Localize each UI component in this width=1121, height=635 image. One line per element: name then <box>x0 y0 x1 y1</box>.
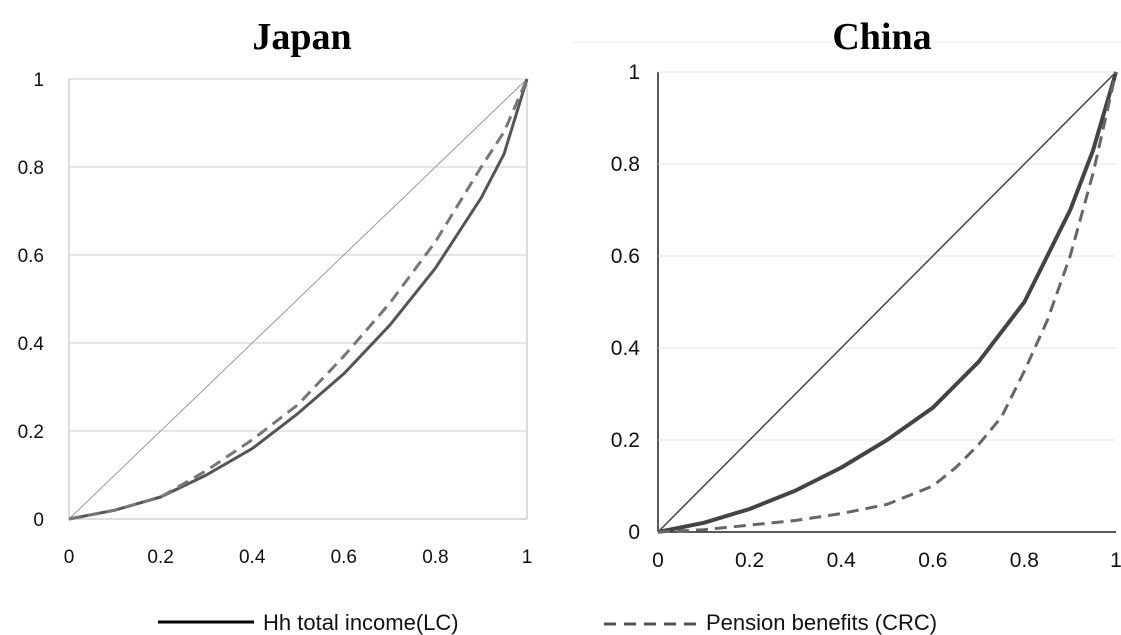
y-tick-label-china: 0.8 <box>611 153 640 176</box>
x-tick-label-japan: 0.4 <box>239 547 266 568</box>
series-japan <box>68 78 529 521</box>
x-tick-label-china: 0.8 <box>1010 549 1039 572</box>
x-tick-label-japan: 0.2 <box>147 547 173 568</box>
equality-line-china <box>657 71 1117 533</box>
chart-title-japan: Japan <box>252 16 351 58</box>
x-tick-label-japan: 0.8 <box>422 547 448 568</box>
x-tick-label-china: 0 <box>652 549 664 572</box>
x-axis-japan: 0 0.2 0.4 0.6 0.8 1 <box>64 547 533 568</box>
x-tick-label-china: 1 <box>1110 549 1121 572</box>
legend-label-hh-income: Hh total income(LC) <box>263 610 459 635</box>
y-tick-label-japan: 0.2 <box>18 422 44 443</box>
y-tick-label-china: 0.6 <box>611 245 640 268</box>
x-tick-label-china: 0.2 <box>735 549 764 572</box>
x-tick-label-china: 0.4 <box>827 549 857 572</box>
y-axis-japan: 0 0.2 0.4 0.6 0.8 1 <box>18 70 45 531</box>
pension-benefits-curve-japan <box>68 78 529 521</box>
y-tick-label-japan: 0.6 <box>18 246 44 267</box>
x-tick-label-japan: 0.6 <box>331 547 357 568</box>
x-tick-label-china: 0.6 <box>918 549 947 572</box>
grid-china <box>658 71 1116 441</box>
legend: Hh total income(LC) Pension benefits (CR… <box>158 610 937 635</box>
hh-income-curve-china <box>657 71 1118 534</box>
y-tick-label-japan: 0 <box>33 510 44 531</box>
legend-label-pension: Pension benefits (CRC) <box>706 610 937 635</box>
y-tick-label-japan: 1 <box>33 70 44 91</box>
y-axis-china: 0 0.2 0.4 0.6 0.8 1 <box>611 61 641 544</box>
y-tick-label-china: 1 <box>628 61 640 84</box>
y-tick-label-japan: 0.4 <box>18 334 45 355</box>
series-china <box>657 71 1118 534</box>
grid-japan <box>69 78 527 432</box>
chart-title-china: China <box>832 16 931 58</box>
y-tick-label-china: 0.4 <box>611 337 641 360</box>
pension-benefits-curve-china <box>657 71 1118 534</box>
y-tick-label-japan: 0.8 <box>18 158 44 179</box>
chart-china: China 0 0.2 0.4 0.6 0.8 1 0 0.2 0.4 0.6 0.8 1 <box>572 16 1121 572</box>
equality-line-japan <box>68 78 528 520</box>
chart-japan: Japan 0 0.2 0.4 0.6 0.8 1 0 0.2 0.4 0.6 0.8 1 <box>18 16 533 568</box>
y-tick-label-china: 0 <box>628 521 640 544</box>
y-tick-label-china: 0.2 <box>611 429 640 452</box>
x-tick-label-japan: 0 <box>64 547 75 568</box>
x-tick-label-japan: 1 <box>522 547 533 568</box>
x-axis-china: 0 0.2 0.4 0.6 0.8 1 <box>652 549 1121 572</box>
